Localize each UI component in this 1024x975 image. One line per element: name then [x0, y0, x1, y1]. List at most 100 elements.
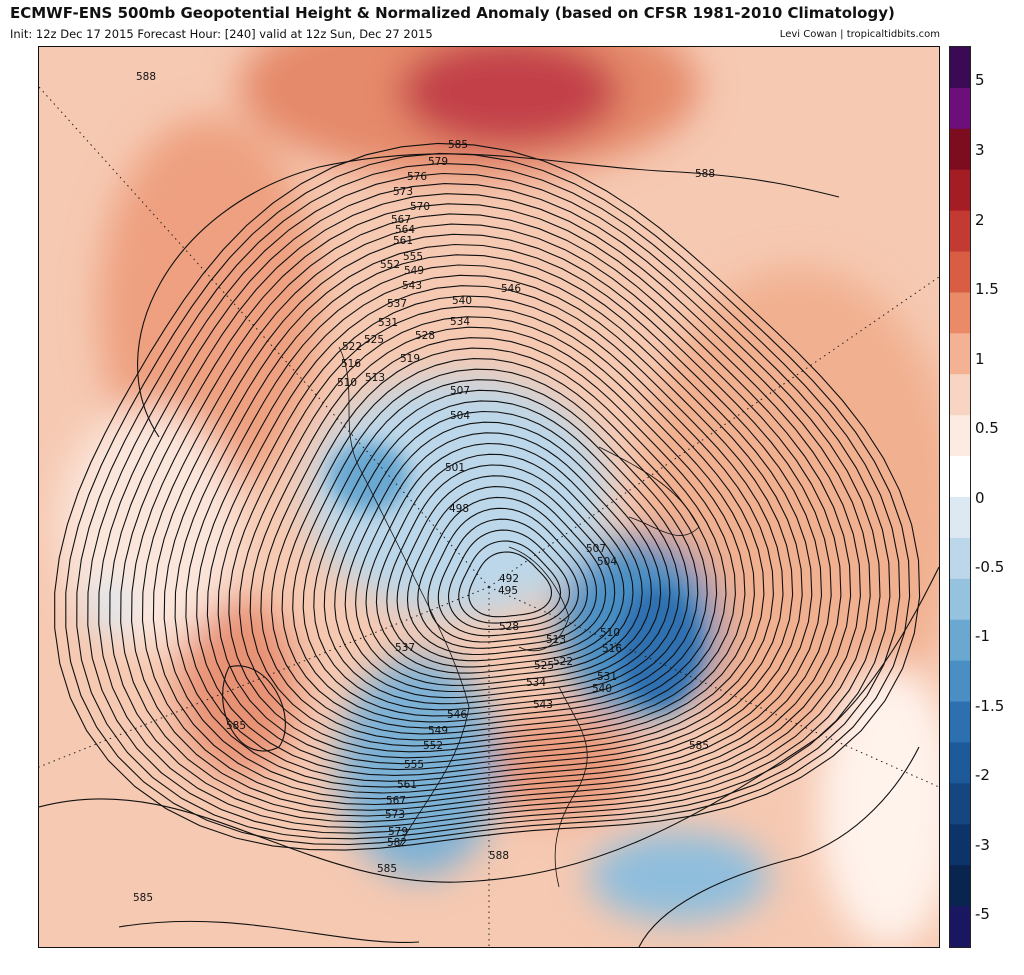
colorbar-label: 5 [975, 71, 985, 89]
colorbar-label: 0 [975, 489, 985, 507]
contour-label: 573 [385, 809, 405, 821]
contour-label: 582 [387, 837, 407, 849]
contour-label: 495 [498, 585, 518, 597]
height-contour-line [334, 410, 671, 699]
height-contour-line [458, 540, 562, 624]
height-contour-line [365, 442, 643, 680]
map-subtitle: Init: 12z Dec 17 2015 Forecast Hour: [24… [10, 27, 433, 41]
height-contour-line [302, 379, 699, 717]
contour-label: 534 [526, 677, 546, 689]
colorbar-swatch [950, 578, 970, 621]
height-contour-line [270, 347, 727, 735]
height-contour-line [260, 337, 736, 741]
contour-label: 552 [380, 259, 400, 271]
anomaly-map: 588 585 579 576 573 570 567 564 561 555 552 549 543 5… [38, 46, 940, 948]
contour-label: 540 [452, 295, 472, 307]
anomaly-field [39, 47, 939, 947]
contour-label: 576 [407, 171, 427, 183]
contour-label: 546 [447, 709, 467, 721]
height-contour-line [239, 316, 755, 753]
height-contour-line [137, 153, 840, 438]
north-pacific-warm-anomaly [179, 597, 299, 777]
contour-label: 555 [404, 759, 424, 771]
pacific-cold-spot [89, 577, 129, 637]
contour-label: 588 [489, 850, 509, 862]
colorbar-label: 1 [975, 350, 985, 368]
contour-label: 537 [387, 298, 407, 310]
height-contours [39, 142, 939, 947]
contour-label: 588 [695, 168, 715, 180]
height-contour-line [344, 421, 662, 693]
colorbar-label: -1 [975, 627, 990, 645]
caribbean-cold-anomaly [589, 832, 769, 922]
contour-label: 519 [400, 353, 420, 365]
contour-label: 549 [428, 725, 448, 737]
europe-coast [598, 446, 700, 536]
contour-label: 522 [342, 341, 362, 353]
height-contour-line [396, 475, 616, 662]
contour-label: 561 [397, 779, 417, 791]
contour-label: 540 [592, 683, 612, 695]
contour-label: 516 [602, 643, 622, 655]
height-contour-line [185, 264, 803, 782]
contour-label: 561 [393, 235, 413, 247]
colorbar-swatch [950, 374, 970, 416]
colorbar-swatch [950, 701, 970, 743]
height-contour-line [468, 551, 553, 618]
contour-label: 513 [546, 634, 566, 646]
arctic-max-anomaly [399, 47, 619, 147]
contour-label: 585 [226, 720, 246, 732]
contour-label: 531 [597, 671, 617, 683]
height-contour-line [437, 518, 580, 637]
contour-label: 537 [395, 642, 415, 654]
colorbar-swatch [950, 292, 970, 334]
neutral-atlantic [819, 667, 939, 947]
height-contour-line [313, 389, 690, 711]
height-contour-line [228, 305, 765, 759]
height-contour-line [65, 152, 911, 846]
contour-label: 510 [337, 377, 357, 389]
contour-label: 522 [553, 656, 573, 668]
colorbar-label: 1.5 [975, 280, 999, 298]
contour-label: 492 [499, 573, 519, 585]
colorbar-label: -5 [975, 905, 990, 923]
colorbar-swatch [950, 47, 970, 89]
colorbar-swatch [950, 251, 970, 293]
colorbar-label: -2 [975, 766, 990, 784]
contour-label: 528 [499, 621, 519, 633]
contour-label: 555 [403, 251, 423, 263]
height-contour-line [281, 358, 718, 729]
contour-label: 543 [533, 699, 553, 711]
greenland-hint [508, 546, 570, 652]
neutral-zone [59, 407, 239, 647]
contour-label: 525 [534, 660, 554, 672]
height-contour-line [427, 507, 589, 643]
colorbar-label: 2 [975, 211, 985, 229]
contour-label: 585 [448, 139, 468, 151]
contour-label: 579 [388, 826, 408, 838]
contour-label: 585 [377, 863, 397, 875]
colorbar-swatch [950, 497, 970, 539]
contour-label: 534 [450, 316, 470, 328]
map-title: ECMWF-ENS 500mb Geopotential Height & No… [10, 4, 895, 22]
north-america-west-coast [338, 346, 470, 848]
contour-label: 510 [600, 627, 620, 639]
author-credit: Levi Cowan | tropicaltidbits.com [779, 29, 940, 40]
contour-label: 585 [133, 892, 153, 904]
contour-label: 567 [386, 795, 406, 807]
contour-label: 504 [597, 556, 617, 568]
height-contour-line [39, 566, 939, 883]
height-contour-line [292, 368, 708, 723]
height-contour-line [355, 432, 652, 686]
colorbar-swatch [950, 619, 970, 662]
colorbar-swatch [950, 824, 970, 866]
anomaly-colorbar [949, 46, 971, 948]
height-contour-line [131, 213, 852, 811]
contour-label: 549 [404, 265, 424, 277]
colorbar-label: 3 [975, 141, 985, 159]
contour-label: 585 [689, 740, 709, 752]
contour-label: 552 [423, 740, 443, 752]
coastlines [338, 346, 700, 888]
